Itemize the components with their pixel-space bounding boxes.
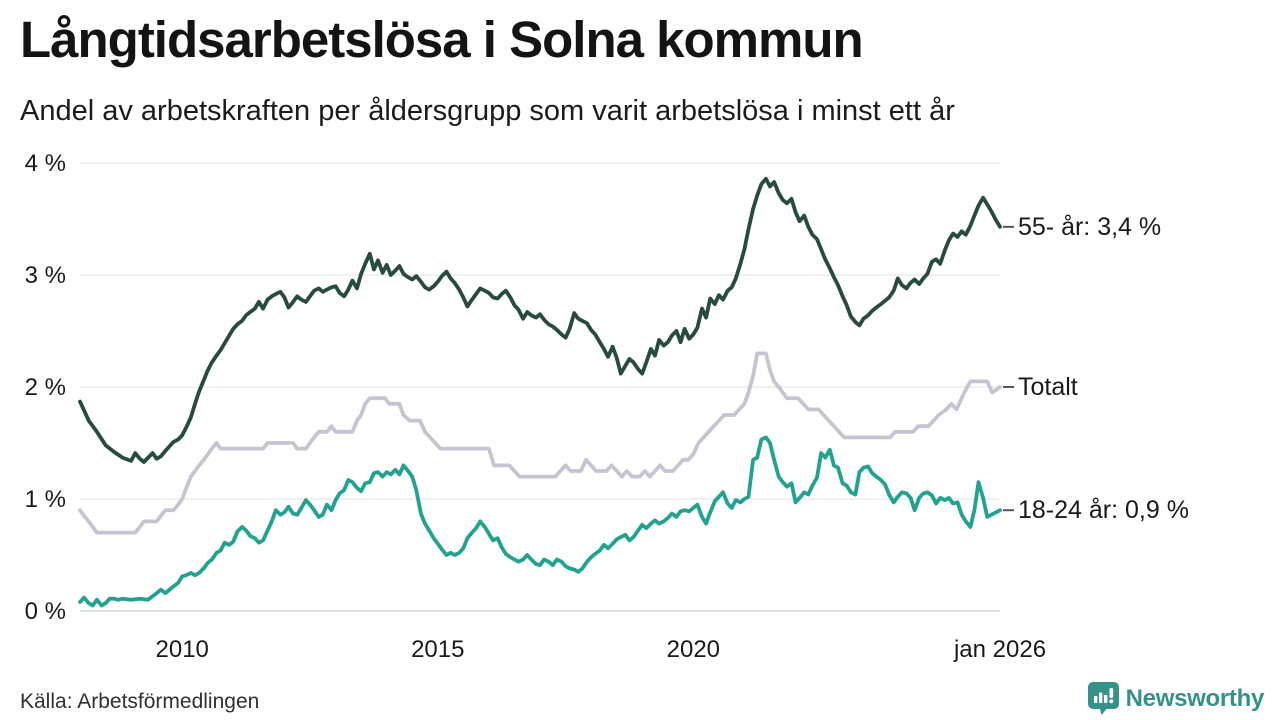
series-line-18-24 år (78, 435, 1002, 608)
y-tick-label-4: 0 % (25, 598, 66, 625)
series-group (78, 176, 1002, 608)
series-end-ticks-group (1003, 225, 1014, 512)
y-tick-label-3: 1 % (25, 486, 66, 513)
x-tick-label-0: 2010 (156, 636, 209, 663)
gridlines-group (80, 162, 1000, 612)
x-axis-labels-group: 2010 2015 2020 jan 2026 (156, 636, 1047, 663)
y-axis-labels-group: 4 % 3 % 2 % 1 % 0 % (25, 150, 66, 625)
page-title: Långtidsarbetslösa i Solna kommun (20, 11, 864, 68)
newsworthy-wordmark: Newsworthy (1125, 684, 1265, 712)
chart-subtitle: Andel av arbetskraften per åldersgrupp s… (20, 95, 955, 127)
source-note: Källa: Arbetsförmedlingen (20, 690, 260, 713)
x-tick-label-3: jan 2026 (953, 636, 1046, 663)
x-tick-label-1: 2015 (411, 636, 464, 663)
x-tick-label-2: 2020 (667, 636, 720, 663)
y-tick-label-1: 3 % (25, 262, 66, 289)
newsworthy-logo[interactable]: Newsworthy (1087, 682, 1265, 715)
newsworthy-icon (1087, 682, 1119, 715)
y-tick-label-0: 4 % (25, 150, 66, 177)
y-tick-label-2: 2 % (25, 374, 66, 401)
series-line-Totalt (78, 351, 1002, 535)
series-label-totalt: Totalt (1018, 373, 1078, 401)
series-line-55- år (78, 176, 1002, 464)
series-label-18-24: 18-24 år: 0,9 % (1018, 496, 1189, 524)
series-label-55plus: 55- år: 3,4 % (1018, 213, 1161, 241)
